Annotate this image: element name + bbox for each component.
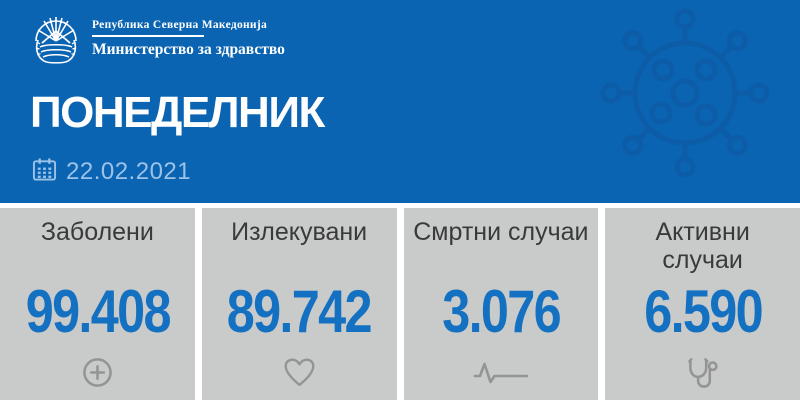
plus-circle-icon [82,355,113,389]
calendar-icon [32,157,57,187]
stethoscope-icon [684,355,721,389]
brand: Република Северна Македонија Министерств… [30,10,285,64]
virus-icon [600,8,770,178]
date-text: 22.02.2021 [66,158,192,185]
stat-label: Излекувани [231,218,368,246]
coat-of-arms-icon [30,10,82,64]
day-title: ПОНЕДЕЛНИК [30,88,325,137]
date-row: 22.02.2021 [32,157,191,187]
heart-icon [283,355,316,389]
stat-label: Заболени [40,218,154,246]
stat-value: 3.076 [442,278,561,345]
stat-value: 89.742 [227,278,373,345]
brand-text: Република Северна Македонија Министерств… [92,10,285,59]
stat-card-deaths: Смртни случаи 3.076 [403,208,599,400]
stat-value: 6.590 [643,278,763,345]
republic-name: Република Северна Македонија [92,19,268,31]
heartbeat-icon [472,355,530,389]
stat-card-active: Активни случаи 6.590 [605,208,800,400]
stat-cards: Заболени 99.408 Излекувани 89.742 Смртни… [0,208,800,400]
brand-divider [92,35,204,37]
stat-label: Активни случаи [655,218,750,274]
stat-label: Смртни случаи [413,218,589,246]
stat-card-recovered: Излекувани 89.742 [201,208,397,400]
ministry-name: Министерство за здравство [92,41,285,58]
stat-card-infected: Заболени 99.408 [0,208,195,400]
stat-value: 99.408 [25,278,171,345]
header: Република Северна Македонија Министерств… [0,0,800,203]
